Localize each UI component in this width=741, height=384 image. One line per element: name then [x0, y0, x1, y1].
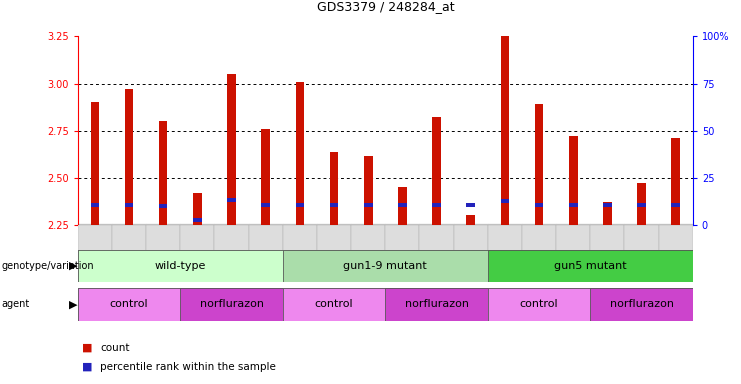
- Text: agent: agent: [1, 299, 30, 310]
- Text: control: control: [519, 299, 559, 310]
- Bar: [90, 103, 99, 225]
- Bar: [385, 288, 488, 321]
- Text: ▶: ▶: [69, 261, 77, 271]
- Bar: [432, 203, 441, 207]
- Text: control: control: [315, 299, 353, 310]
- Bar: [625, 225, 659, 275]
- Bar: [603, 202, 611, 225]
- Bar: [671, 138, 680, 225]
- Bar: [283, 288, 385, 321]
- Text: gun5 mutant: gun5 mutant: [554, 261, 627, 271]
- Bar: [398, 187, 407, 225]
- Text: norflurazon: norflurazon: [199, 299, 264, 310]
- Bar: [467, 203, 475, 207]
- Bar: [467, 215, 475, 225]
- Bar: [671, 203, 680, 207]
- Bar: [283, 250, 488, 282]
- Bar: [330, 152, 339, 225]
- Bar: [591, 288, 693, 321]
- Bar: [569, 136, 577, 225]
- Bar: [385, 225, 419, 275]
- Bar: [364, 156, 373, 225]
- Bar: [262, 129, 270, 225]
- Bar: [227, 74, 236, 225]
- Bar: [283, 225, 317, 275]
- Bar: [193, 193, 202, 225]
- Bar: [488, 288, 591, 321]
- Text: control: control: [110, 299, 148, 310]
- Bar: [296, 82, 304, 225]
- Bar: [603, 203, 611, 207]
- Bar: [317, 225, 351, 275]
- Text: ■: ■: [82, 343, 92, 353]
- Bar: [453, 225, 488, 275]
- Bar: [249, 225, 283, 275]
- Bar: [488, 250, 693, 282]
- Text: count: count: [100, 343, 130, 353]
- Text: ▶: ▶: [69, 299, 77, 310]
- Bar: [591, 225, 625, 275]
- Bar: [112, 225, 146, 275]
- Bar: [659, 225, 693, 275]
- Bar: [637, 203, 646, 207]
- Text: percentile rank within the sample: percentile rank within the sample: [100, 362, 276, 372]
- Text: wild-type: wild-type: [155, 261, 206, 271]
- Bar: [227, 199, 236, 202]
- Bar: [159, 204, 167, 207]
- Bar: [501, 199, 509, 203]
- Text: norflurazon: norflurazon: [610, 299, 674, 310]
- Bar: [262, 203, 270, 207]
- Bar: [522, 225, 556, 275]
- Bar: [90, 203, 99, 207]
- Bar: [501, 36, 509, 225]
- Bar: [569, 203, 577, 207]
- Bar: [78, 250, 283, 282]
- Bar: [364, 203, 373, 207]
- Text: norflurazon: norflurazon: [405, 299, 468, 310]
- Bar: [556, 225, 591, 275]
- Text: ■: ■: [82, 362, 92, 372]
- Bar: [296, 203, 304, 207]
- Bar: [180, 225, 214, 275]
- Bar: [535, 104, 543, 225]
- Bar: [432, 118, 441, 225]
- Bar: [637, 183, 646, 225]
- Text: gun1-9 mutant: gun1-9 mutant: [343, 261, 428, 271]
- Bar: [159, 121, 167, 225]
- Bar: [146, 225, 180, 275]
- Bar: [398, 203, 407, 207]
- Bar: [488, 225, 522, 275]
- Bar: [535, 203, 543, 207]
- Text: GDS3379 / 248284_at: GDS3379 / 248284_at: [316, 0, 454, 13]
- Bar: [180, 288, 283, 321]
- Text: genotype/variation: genotype/variation: [1, 261, 94, 271]
- Bar: [124, 89, 133, 225]
- Bar: [124, 203, 133, 207]
- Bar: [78, 288, 180, 321]
- Bar: [214, 225, 249, 275]
- Bar: [351, 225, 385, 275]
- Bar: [78, 225, 112, 275]
- Bar: [330, 203, 339, 207]
- Bar: [193, 218, 202, 222]
- Bar: [419, 225, 453, 275]
